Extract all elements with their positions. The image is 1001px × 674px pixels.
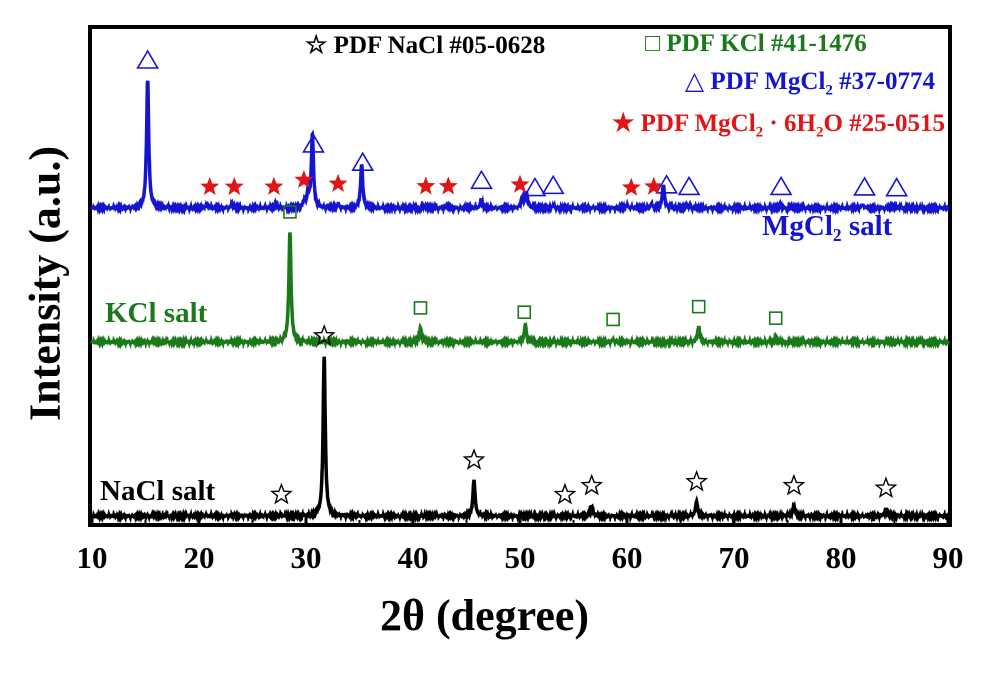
legend-kcl-text: PDF KCl #41-1476 bbox=[666, 30, 867, 57]
legend-kcl: □ PDF KCl #41-1476 bbox=[645, 30, 867, 58]
peak-marker-triangle bbox=[136, 49, 160, 69]
peak-marker-filled-star bbox=[644, 176, 664, 195]
plot-frame bbox=[88, 25, 952, 527]
legend-nacl-text: PDF NaCl #05-0628 bbox=[333, 32, 546, 59]
legend-mgcl2: △ PDF MgCl2 #37-0774 bbox=[684, 66, 935, 99]
peak-marker-triangle bbox=[769, 175, 793, 196]
peak-marker-triangle bbox=[541, 174, 565, 195]
legend-mgcl2-6h2o: ★ PDF MgCl2 · 6H2O #25-0515 bbox=[611, 108, 945, 141]
peak-marker-triangle bbox=[351, 151, 375, 172]
peak-marker-open-star bbox=[580, 473, 604, 496]
x-tick-label: 20 bbox=[183, 540, 215, 575]
peak-marker-filled-star bbox=[416, 176, 436, 195]
x-tick-label: 70 bbox=[718, 540, 750, 575]
x-tick-label: 30 bbox=[290, 540, 322, 575]
x-tick-label: 80 bbox=[825, 540, 857, 575]
peak-marker-filled-star bbox=[621, 177, 641, 196]
peak-marker-open-star bbox=[462, 448, 486, 470]
legend-mgcl2-6h2o-symbol: ★ bbox=[611, 110, 635, 137]
legend-kcl-symbol: □ bbox=[645, 30, 661, 57]
legend-hyd-sub2: 2 bbox=[815, 124, 824, 141]
peak-marker-triangle bbox=[853, 176, 876, 196]
x-tick-label: 60 bbox=[611, 540, 643, 575]
peak-marker-open-star bbox=[553, 482, 577, 505]
peak-marker-triangle bbox=[302, 133, 325, 153]
peak-marker-filled-star bbox=[294, 170, 314, 188]
legend-hyd-sub: 2 bbox=[755, 124, 764, 141]
peak-marker-open-star bbox=[874, 476, 898, 499]
legend-hyd-post: O #25-0515 bbox=[823, 110, 945, 137]
peak-marker-square bbox=[606, 312, 620, 327]
legend-hyd-mid: · 6H bbox=[763, 110, 816, 137]
series-label-mgcl2-pre: MgCl bbox=[762, 210, 833, 242]
pattern-line-0 bbox=[90, 80, 950, 216]
pattern-curves bbox=[90, 80, 950, 524]
peak-marker-triangle bbox=[677, 175, 701, 196]
peak-marker-open-star bbox=[270, 482, 293, 505]
peak-marker-square bbox=[691, 299, 706, 314]
peak-marker-open-star bbox=[312, 324, 336, 346]
peak-marker-square bbox=[517, 305, 532, 319]
x-axis-label: 2θ (degree) bbox=[380, 591, 590, 640]
peak-marker-filled-star bbox=[200, 176, 220, 195]
legend-mgcl2-symbol: △ bbox=[684, 68, 705, 95]
peak-markers bbox=[136, 49, 909, 505]
peak-marker-triangle bbox=[523, 176, 547, 197]
pattern-line-2 bbox=[90, 356, 950, 524]
x-tick-label: 50 bbox=[504, 540, 536, 575]
series-label-mgcl2-post: salt bbox=[841, 210, 893, 242]
peak-marker-square bbox=[768, 311, 783, 325]
peak-marker-square bbox=[283, 205, 297, 219]
peak-marker-filled-star bbox=[224, 176, 244, 195]
x-tick-label: 90 bbox=[932, 540, 964, 575]
legend-mgcl2-num: #37-0774 bbox=[832, 68, 935, 95]
x-tick-label: 10 bbox=[76, 540, 108, 575]
pattern-line-1 bbox=[90, 232, 950, 350]
peak-marker-open-star bbox=[685, 469, 709, 492]
x-tick-label: 40 bbox=[397, 540, 429, 575]
peak-marker-square bbox=[413, 301, 428, 315]
series-label-mgcl2-sub: 2 bbox=[832, 225, 842, 246]
peak-marker-filled-star bbox=[264, 176, 284, 195]
peak-marker-filled-star bbox=[438, 176, 458, 195]
y-axis-label: Intensity (a.u.) bbox=[20, 145, 70, 422]
peak-marker-filled-star bbox=[510, 174, 530, 193]
legend-nacl: ☆ PDF NaCl #05-0628 bbox=[305, 30, 545, 60]
legend-nacl-symbol: ☆ bbox=[305, 32, 328, 59]
legend-mgcl2-sub: 2 bbox=[825, 82, 833, 99]
series-label-kcl: KCl salt bbox=[105, 297, 208, 329]
peak-marker-triangle bbox=[885, 177, 909, 197]
peak-marker-triangle bbox=[470, 169, 493, 190]
series-label-nacl: NaCl salt bbox=[100, 475, 216, 507]
legend-hyd-text: PDF MgCl bbox=[640, 110, 756, 137]
peak-marker-open-star bbox=[782, 473, 806, 496]
series-label-mgcl2: MgCl2 salt bbox=[762, 210, 893, 246]
peak-marker-filled-star bbox=[328, 173, 348, 192]
legend-mgcl2-text: PDF MgCl bbox=[710, 68, 826, 95]
